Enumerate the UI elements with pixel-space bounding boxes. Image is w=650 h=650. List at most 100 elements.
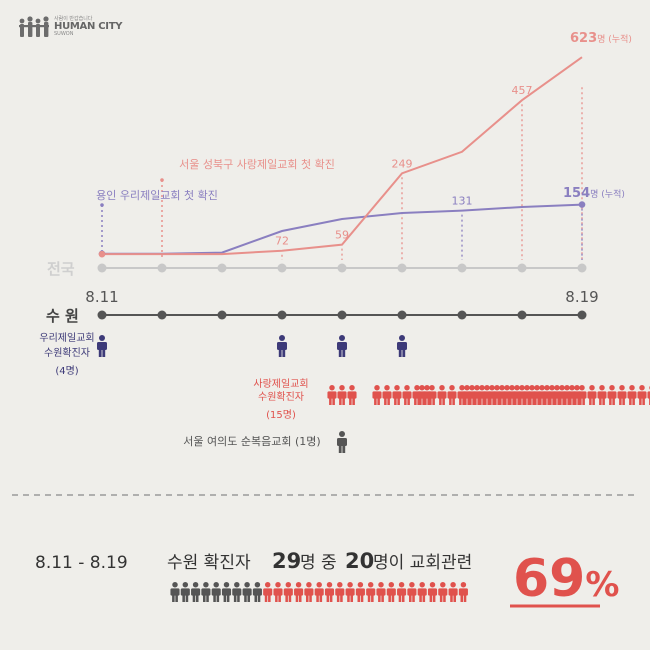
- sarang-person-icon: [537, 385, 547, 405]
- sarang-person-icon: [577, 385, 587, 405]
- sarang-sub: 수원확진자: [258, 391, 304, 403]
- person-leg: [443, 594, 446, 602]
- person-leg: [387, 397, 390, 405]
- person-leg: [529, 397, 532, 405]
- summary-person-icon-grey: [170, 582, 180, 602]
- summary-person-icon-red: [438, 582, 448, 602]
- person-leg: [381, 594, 384, 602]
- person-leg: [467, 397, 470, 405]
- summary-person-icon-grey: [232, 582, 242, 602]
- person-leg: [463, 594, 467, 602]
- person-leg: [408, 594, 412, 602]
- person-body: [232, 588, 242, 596]
- person-head: [349, 385, 355, 391]
- person-leg: [453, 594, 457, 602]
- person-leg: [577, 397, 580, 405]
- person-leg: [512, 397, 515, 405]
- person-leg: [336, 594, 340, 602]
- woori-person-icon: [97, 335, 107, 357]
- person-leg: [507, 397, 510, 405]
- person-leg: [377, 397, 380, 405]
- person-leg: [414, 397, 417, 405]
- summary-person-icon-red: [304, 582, 314, 602]
- person-leg: [349, 397, 352, 405]
- person-leg: [527, 397, 530, 405]
- person-body: [417, 391, 427, 399]
- person-leg: [213, 594, 216, 602]
- city-logo: 사람이 반갑습니다 HUMAN CITY SUWON: [18, 16, 122, 38]
- person-head: [244, 582, 250, 588]
- person-leg: [264, 594, 268, 602]
- sarang-person-icon: [347, 385, 357, 405]
- person-body: [376, 588, 386, 596]
- sarang-person-icon: [402, 385, 412, 405]
- person-leg: [562, 397, 565, 405]
- person-head: [484, 385, 490, 391]
- person-leg: [401, 594, 405, 602]
- person-head: [367, 582, 374, 588]
- person-head: [509, 385, 515, 391]
- person-leg: [340, 594, 343, 602]
- summary-percent-sign: %: [585, 565, 619, 605]
- person-head: [514, 385, 520, 391]
- person-body: [427, 391, 437, 399]
- suwon-axis-dot: [157, 310, 167, 320]
- person-leg: [316, 594, 319, 602]
- person-leg: [371, 594, 374, 602]
- person-leg: [612, 397, 615, 405]
- person-body: [304, 588, 314, 596]
- sarang-person-icon: [597, 385, 607, 405]
- person-head: [378, 582, 384, 588]
- person-head: [469, 385, 475, 391]
- person-head: [599, 385, 605, 391]
- person-body: [517, 391, 527, 399]
- person-head: [574, 385, 580, 391]
- person-head: [419, 385, 425, 391]
- person-head: [529, 385, 535, 391]
- suwon-axis-dot: [337, 310, 347, 320]
- person-body: [507, 391, 517, 399]
- person-leg: [642, 397, 645, 405]
- nation-label: 전국: [47, 260, 75, 278]
- person-leg: [360, 594, 364, 602]
- summary-text-3: 명이 교회관련: [373, 553, 472, 573]
- nation-axis-dot: [337, 263, 347, 273]
- person-leg: [492, 397, 495, 405]
- person-head: [275, 582, 281, 588]
- person-leg: [554, 397, 557, 405]
- person-leg: [504, 397, 507, 405]
- person-body: [402, 391, 412, 399]
- person-leg: [549, 397, 552, 405]
- summary-person-icon-grey: [191, 582, 201, 602]
- person-leg: [567, 397, 570, 405]
- person-leg: [572, 397, 575, 405]
- person-body: [447, 391, 457, 399]
- person-leg: [579, 397, 582, 405]
- person-leg: [419, 594, 422, 602]
- person-body: [211, 588, 221, 596]
- person-leg: [339, 397, 342, 405]
- person-body: [647, 391, 650, 399]
- suwon-axis-dot: [397, 310, 407, 320]
- summary-percent: 69%: [513, 549, 619, 609]
- sarang-person-icon: [472, 385, 482, 405]
- person-leg: [309, 594, 312, 602]
- person-head: [474, 385, 480, 391]
- person-leg: [285, 594, 288, 602]
- person-leg: [469, 397, 472, 405]
- person-body: [527, 391, 537, 399]
- woori-person-icon: [337, 335, 347, 357]
- person-leg: [429, 397, 432, 405]
- sarang-person-icon: [447, 385, 457, 405]
- person-leg: [517, 397, 520, 405]
- person-body: [327, 391, 337, 399]
- nation-axis-dot: [397, 263, 407, 273]
- woori-count: (4명): [55, 365, 78, 377]
- data-label: 457: [512, 84, 533, 97]
- person-body: [277, 342, 287, 350]
- nation-axis-dot: [517, 263, 527, 273]
- summary-person-icon-red: [355, 582, 365, 602]
- sarang-person-icon: [517, 385, 527, 405]
- person-leg: [464, 397, 467, 405]
- person-leg: [384, 397, 387, 405]
